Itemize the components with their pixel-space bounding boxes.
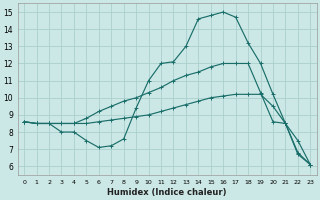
X-axis label: Humidex (Indice chaleur): Humidex (Indice chaleur) — [108, 188, 227, 197]
